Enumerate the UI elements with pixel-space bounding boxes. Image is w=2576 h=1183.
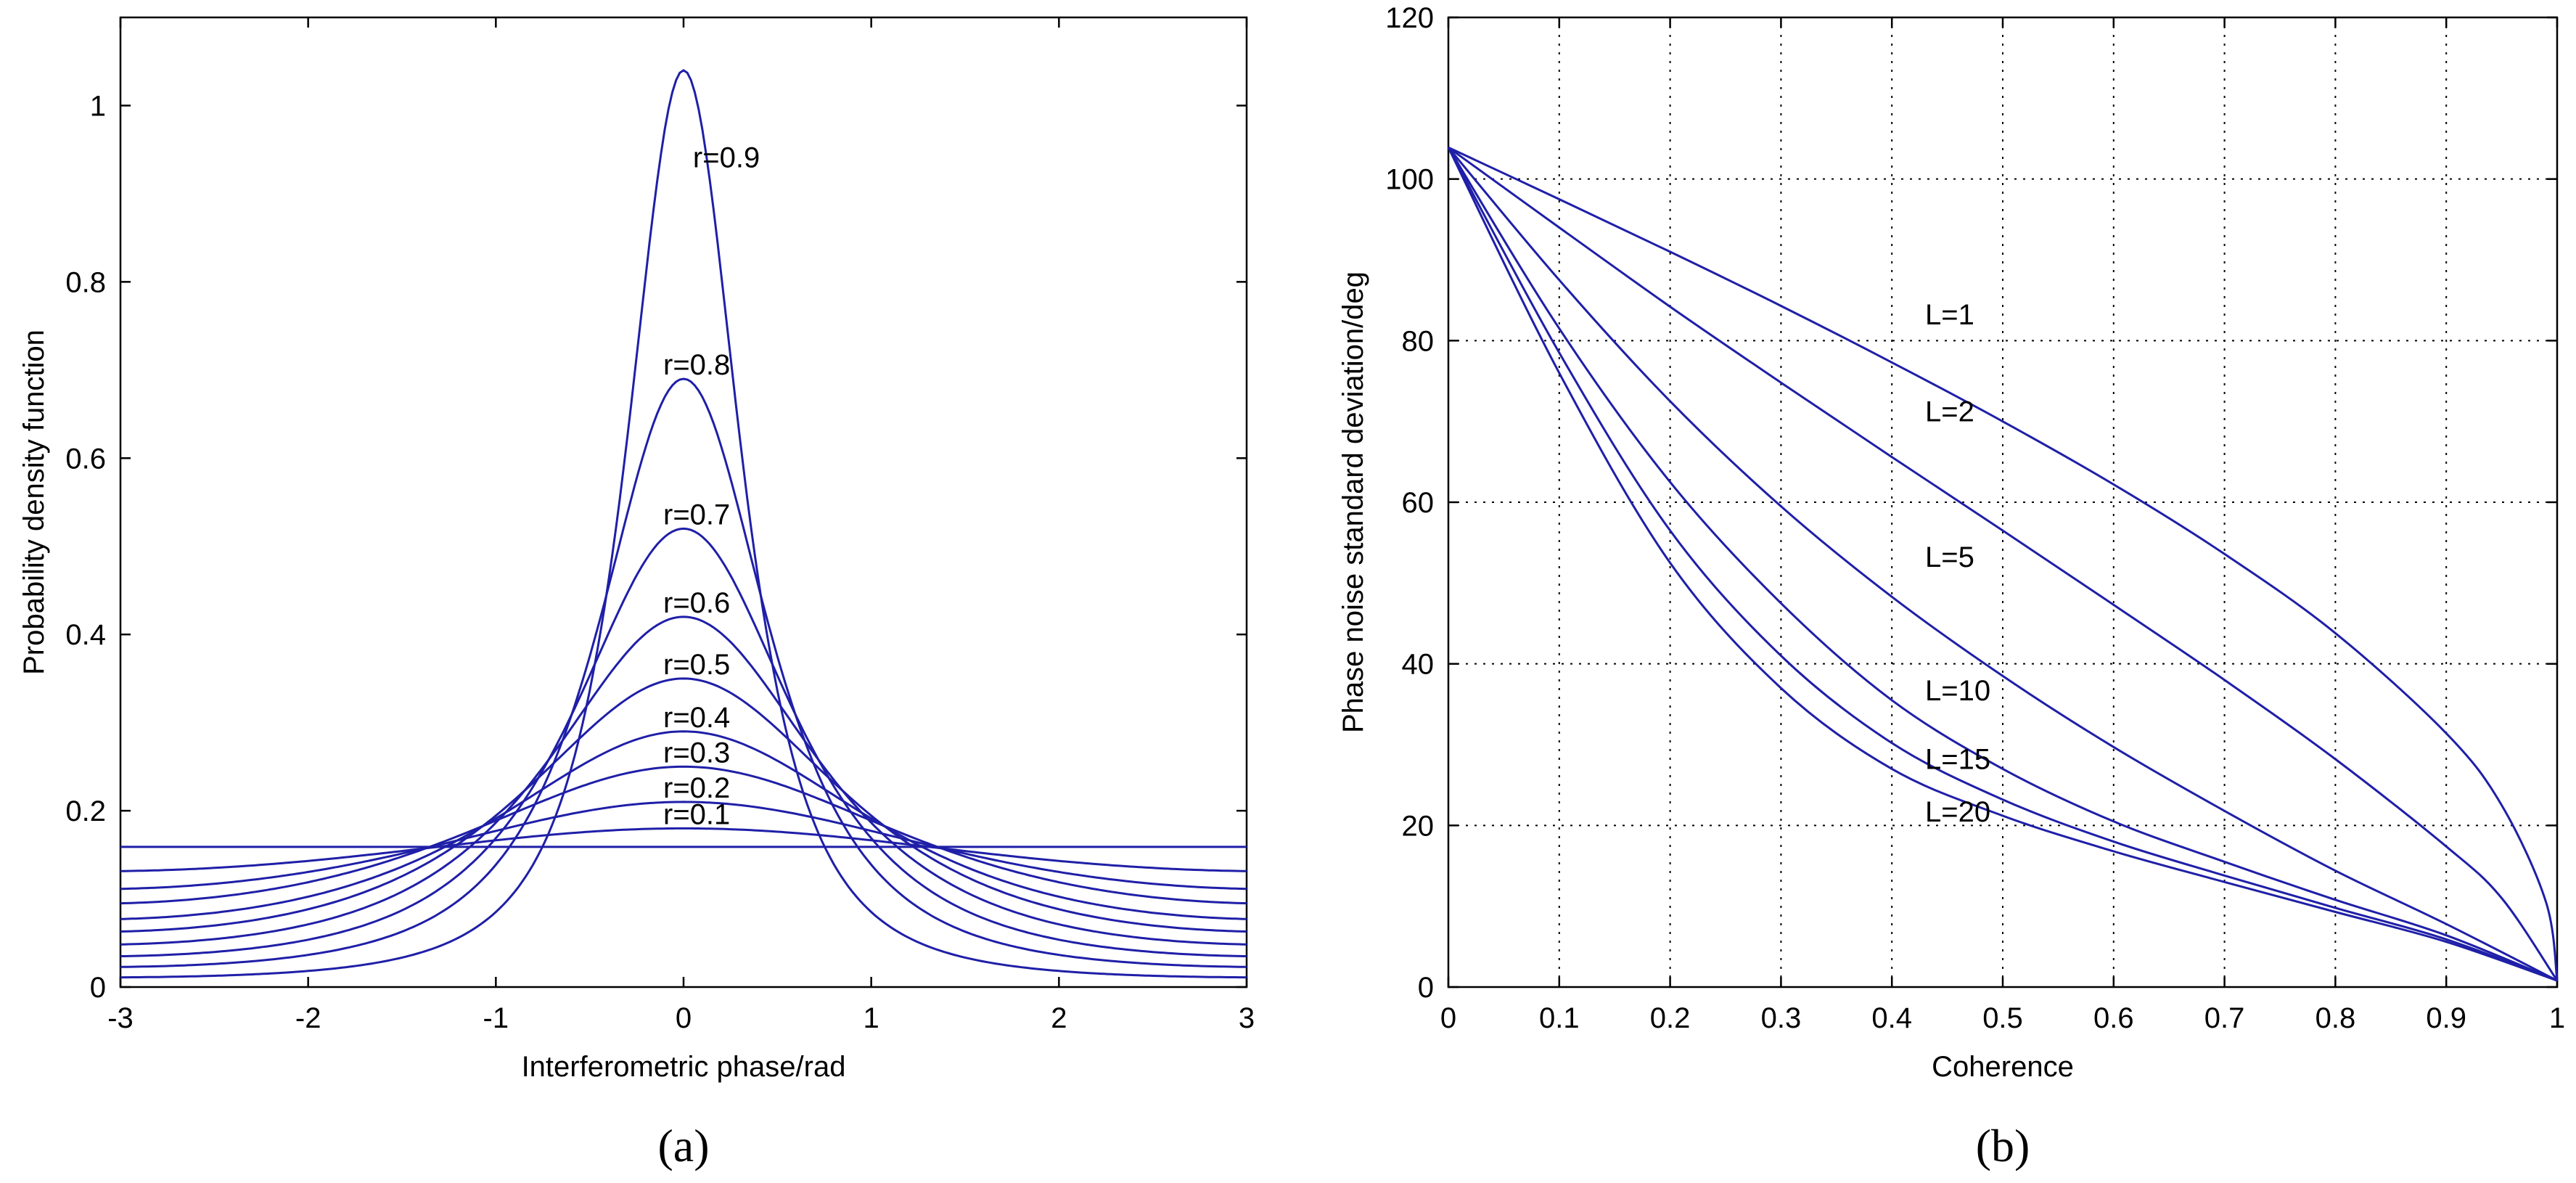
- curve-label-L=20: L=20: [1925, 796, 1990, 828]
- curve-label-L=10: L=10: [1925, 675, 1990, 707]
- x-tick-label-b: 0.6: [2093, 1002, 2134, 1034]
- curve-L=15: [1447, 147, 2558, 982]
- x-tick-label-b: 0.5: [1982, 1002, 2023, 1034]
- curve-labels-b: L=1 L=2 L=5 L=10 L=15 L=20: [1925, 299, 1990, 828]
- curve-label-L=2: L=2: [1925, 396, 1974, 428]
- y-tick-label-a: 0.8: [65, 266, 106, 298]
- chart-b: 0 0.1 0.2 0.3 0.4 0.5 0.6 0.7 0.8 0.9 1 0 20 40 60 80 10…: [1337, 2, 2565, 1171]
- ticks-a: -3 -2 -1 0 1 2 3 0 0.2 0.4 0.6 0.8 1: [65, 17, 1255, 1034]
- y-tick-label-b: 0: [1418, 972, 1434, 1004]
- curve-label-r=0.2: r=0.2: [663, 772, 730, 804]
- y-tick-label-b: 60: [1402, 487, 1435, 519]
- curve-r=0.9: [120, 69, 1247, 979]
- x-tick-label-b: 1: [2549, 1002, 2565, 1034]
- x-tick-label-b: 0: [1440, 1002, 1456, 1034]
- curve-r=0.5: [120, 677, 1247, 933]
- curve-r=0.3: [120, 765, 1247, 905]
- curve-labels-a: r=0.1r=0.2r=0.3r=0.4 r=0.5 r=0.6 r=0.7 r=0.8…: [663, 142, 760, 830]
- x-axis-label-a: Interferometric phase/rad: [522, 1051, 846, 1083]
- panel-label-a: (a): [657, 1120, 709, 1171]
- curve-L=2: [1448, 146, 2559, 981]
- curve-r=0.4: [120, 730, 1247, 920]
- curve-label-r=0.5: r=0.5: [663, 649, 730, 681]
- curve-L=20: [1447, 147, 2558, 982]
- y-tick-label-b: 20: [1402, 810, 1435, 842]
- curve-r=0.8: [120, 377, 1247, 968]
- y-tick-label-a: 1: [90, 90, 106, 122]
- grid-b: [1448, 17, 2557, 987]
- y-axis-label-a: Probability density function: [18, 329, 50, 675]
- y-tick-label-a: 0: [90, 972, 106, 1004]
- curve-L=1: [1448, 146, 2559, 981]
- curve-r=0.2: [120, 801, 1247, 891]
- curves-a: [120, 69, 1247, 979]
- curve-r=0.1: [120, 827, 1247, 872]
- curve-label-r=0.7: r=0.7: [663, 499, 730, 531]
- y-tick-label-b: 100: [1385, 164, 1434, 196]
- curve-label-L=1: L=1: [1925, 299, 1974, 331]
- panel-label-b: (b): [1976, 1120, 2030, 1171]
- x-tick-label-a: -3: [107, 1002, 134, 1034]
- x-tick-label-a: 1: [864, 1002, 879, 1034]
- y-tick-label-a: 0.4: [65, 619, 106, 651]
- y-tick-label-b: 120: [1385, 2, 1434, 34]
- curve-label-r=0.9: r=0.9: [693, 142, 760, 173]
- curve-L=5: [1447, 147, 2558, 982]
- x-tick-label-b: 0.1: [1539, 1002, 1580, 1034]
- x-tick-label-b: 0.7: [2204, 1002, 2245, 1034]
- x-tick-label-b: 0.2: [1650, 1002, 1691, 1034]
- y-tick-label-a: 0.2: [65, 795, 106, 827]
- curve-r=0.6: [120, 615, 1247, 946]
- curve-label-L=5: L=5: [1925, 541, 1974, 573]
- y-axis-label-b: Phase noise standard deviation/deg: [1337, 271, 1369, 733]
- x-tick-label-b: 0.3: [1761, 1002, 1802, 1034]
- ticks-b: 0 0.1 0.2 0.3 0.4 0.5 0.6 0.7 0.8 0.9 1 0 20 40 60 80 10…: [1385, 2, 2565, 1034]
- x-tick-label-a: 2: [1051, 1002, 1067, 1034]
- curve-r=0.7: [120, 527, 1247, 957]
- curve-L=10: [1447, 147, 2558, 982]
- x-tick-label-a: -2: [295, 1002, 321, 1034]
- curve-label-r=0.3: r=0.3: [663, 737, 730, 769]
- chart-a: -3 -2 -1 0 1 2 3 0 0.2 0.4 0.6 0.8 1 r=0.1r=0.2r=0.3…: [18, 16, 1255, 1171]
- curve-label-r=0.8: r=0.8: [663, 349, 730, 381]
- curve-label-L=15: L=15: [1925, 743, 1990, 775]
- x-tick-label-a: -1: [483, 1002, 509, 1034]
- curve-label-r=0.1: r=0.1: [663, 798, 730, 830]
- curve-label-r=0.6: r=0.6: [663, 587, 730, 619]
- curve-label-r=0.4: r=0.4: [663, 702, 730, 734]
- x-tick-label-b: 0.4: [1871, 1002, 1912, 1034]
- x-tick-label-b: 0.8: [2315, 1002, 2356, 1034]
- y-tick-label-b: 80: [1402, 325, 1435, 357]
- x-tick-label-b: 0.9: [2426, 1002, 2466, 1034]
- x-axis-label-b: Coherence: [1932, 1051, 2074, 1083]
- y-tick-label-a: 0.6: [65, 443, 106, 475]
- x-tick-label-a: 0: [676, 1002, 692, 1034]
- curves-b: [1447, 146, 2559, 982]
- y-tick-label-b: 40: [1402, 649, 1435, 681]
- x-tick-label-a: 3: [1239, 1002, 1255, 1034]
